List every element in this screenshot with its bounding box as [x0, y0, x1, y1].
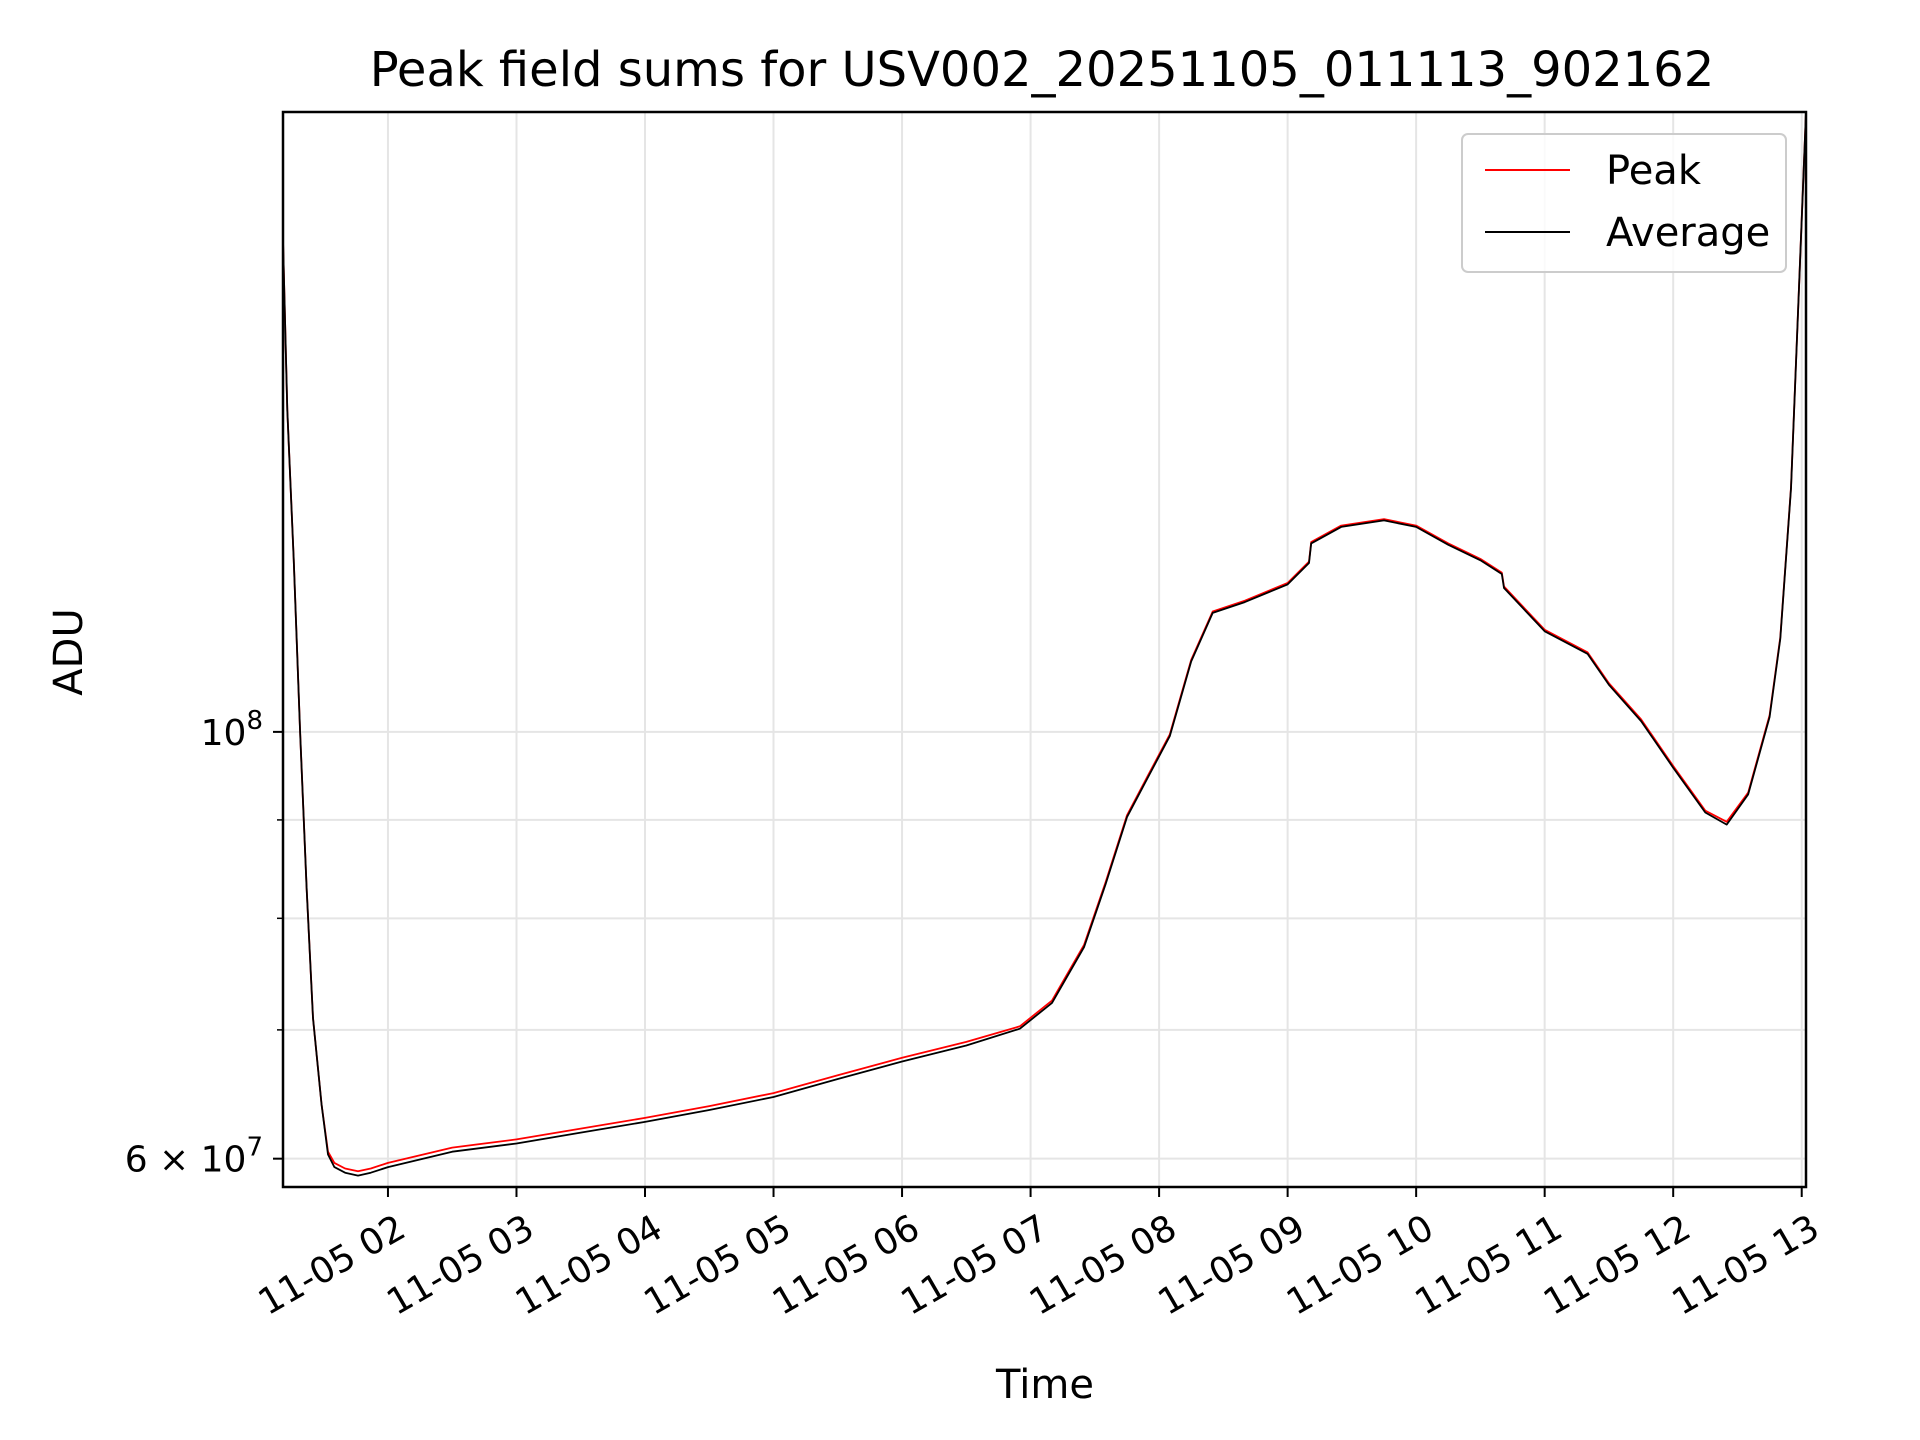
- series-lines: [282, 111, 1807, 1177]
- x-tick-label: 11-05 13: [1666, 1207, 1827, 1323]
- x-tick-label: 11-05 08: [1023, 1207, 1184, 1323]
- chart-title: Peak field sums for USV002_20251105_0111…: [370, 42, 1715, 98]
- y-tick-label: 6 × 107: [125, 1133, 263, 1181]
- x-tick-label: 11-05 09: [1151, 1207, 1312, 1323]
- plot-frame: [281, 110, 1808, 1189]
- x-tick-label: 11-05 03: [380, 1207, 541, 1323]
- x-tick-label: 11-05 10: [1280, 1207, 1441, 1323]
- x-tick-label: 11-05 05: [637, 1207, 798, 1323]
- y-tick-label-base: 6 × 10: [125, 1140, 247, 1181]
- series-line-average: [282, 111, 1807, 1177]
- x-tick-label: 11-05 02: [252, 1207, 413, 1323]
- y-tick-label: 108: [201, 706, 263, 754]
- grid-lines: [283, 112, 1806, 1187]
- x-tick-label: 11-05 07: [894, 1207, 1055, 1323]
- y-axis: 108 6 × 107: [125, 706, 283, 1181]
- x-tick-label: 11-05 12: [1537, 1207, 1698, 1323]
- y-tick-label-exponent: 8: [246, 706, 263, 736]
- legend-box: [1461, 133, 1787, 273]
- legend: Peak Average: [1461, 133, 1787, 273]
- legend-label-peak: Peak: [1606, 148, 1702, 194]
- y-tick-label-exponent: 7: [246, 1133, 263, 1163]
- x-tick-label: 11-05 04: [509, 1207, 670, 1323]
- x-tick-label: 11-05 06: [766, 1207, 927, 1323]
- y-tick-label-base: 10: [201, 713, 247, 754]
- y-axis-label: ADU: [46, 608, 92, 695]
- x-tick-label: 11-05 11: [1408, 1207, 1569, 1323]
- legend-label-average: Average: [1606, 210, 1770, 256]
- x-axis-label: Time: [995, 1362, 1094, 1408]
